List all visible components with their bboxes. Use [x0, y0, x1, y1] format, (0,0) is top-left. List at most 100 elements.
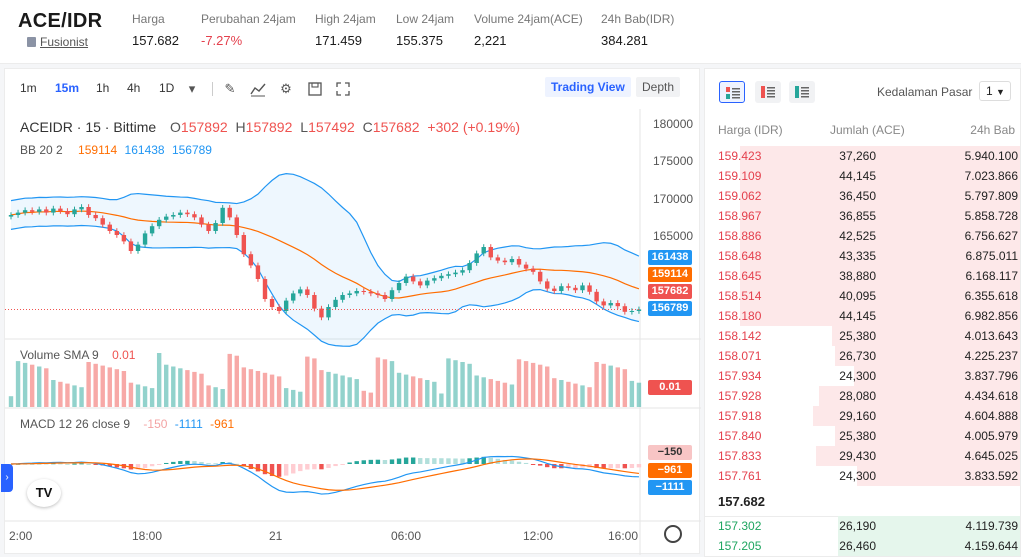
bb-basis-value: 159114: [78, 143, 118, 157]
candle-body: [248, 254, 254, 266]
depth-bar: [739, 286, 1020, 306]
timeframe-1m[interactable]: 1m: [20, 81, 37, 95]
macd-histogram-bar: [467, 458, 472, 464]
ask-row[interactable]: 157.833 29,430 4.645.025: [705, 446, 1020, 466]
candle-body: [354, 291, 359, 294]
ask-row[interactable]: 157.761 24,300 3.833.592: [705, 466, 1020, 486]
ask-row[interactable]: 158.645 38,880 6.168.117: [705, 266, 1020, 286]
fullscreen-icon[interactable]: [335, 81, 351, 97]
volume-bar: [121, 371, 127, 407]
row-price: 158.648: [718, 249, 762, 263]
ask-row[interactable]: 157.840 25,380 4.005.979: [705, 426, 1020, 446]
depth-bar: [857, 466, 1020, 486]
candle-body: [185, 212, 190, 215]
candle-body: [474, 253, 479, 263]
exchange-link[interactable]: Fusionist: [27, 35, 88, 49]
macd-hist-value: -150: [143, 417, 168, 431]
row-total: 6.982.856: [964, 309, 1018, 323]
ask-row[interactable]: 158.886 42,525 6.756.627: [705, 226, 1020, 246]
bb-basis-badge: 159114: [648, 267, 692, 282]
ask-row[interactable]: 158.967 36,855 5.858.728: [705, 206, 1020, 226]
stat-price: Harga 157.682: [132, 12, 179, 48]
row-amount: 40,095: [839, 289, 876, 303]
ask-row[interactable]: 158.514 40,095 6.355.618: [705, 286, 1020, 306]
tradingview-logo-icon[interactable]: TV: [27, 479, 61, 507]
ask-row[interactable]: 158.648 43,335 6.875.011: [705, 246, 1020, 266]
macd-histogram-bar: [545, 464, 550, 468]
stat-value: 171.459: [315, 33, 362, 48]
macd-line: [10, 455, 639, 495]
macd-histogram-bar: [375, 459, 381, 464]
pencil-icon[interactable]: ✎: [224, 81, 236, 96]
macd-histogram-bar: [432, 458, 437, 464]
bb-fill: [11, 173, 639, 347]
candlestick-chart[interactable]: [5, 109, 701, 555]
volume-bar: [432, 381, 437, 407]
volume-bar: [368, 392, 374, 407]
row-amount: 44,145: [839, 309, 876, 323]
macd-legend: MACD 12 26 close 9 -150 -1111 -961: [20, 417, 238, 431]
view-bids-button[interactable]: [789, 81, 815, 103]
timeframe-4h[interactable]: 4h: [127, 81, 141, 95]
row-total: 4.604.888: [964, 409, 1018, 423]
volume-bar: [114, 369, 120, 407]
timeframe-15m[interactable]: 15m: [55, 81, 80, 95]
row-price: 157.934: [718, 369, 762, 383]
candle-body: [149, 226, 155, 234]
macd-histogram-bar: [326, 464, 331, 468]
row-price: 159.062: [718, 189, 762, 203]
ask-row[interactable]: 158.180 44,145 6.982.856: [705, 306, 1020, 326]
ask-row[interactable]: 158.142 25,380 4.013.643: [705, 326, 1020, 346]
candle-body: [227, 207, 232, 218]
candle-body: [488, 247, 493, 258]
volume-bar: [227, 353, 232, 407]
volume-bar: [594, 362, 599, 407]
depth-bar: [834, 426, 1020, 446]
candle-body: [446, 274, 451, 276]
volume-bar: [164, 364, 169, 407]
volume-bar: [340, 375, 345, 407]
gear-icon[interactable]: ⚙: [280, 81, 292, 96]
view-asks-button[interactable]: [755, 81, 781, 103]
candle-body: [114, 231, 120, 235]
ask-row[interactable]: 157.928 28,080 4.434.618: [705, 386, 1020, 406]
volume-bar: [396, 372, 402, 407]
volume-bar: [135, 384, 141, 407]
row-amount: 26,730: [839, 349, 876, 363]
view-both-button[interactable]: [719, 81, 745, 103]
expand-panel-icon[interactable]: ›: [1, 464, 13, 492]
macd-histogram-bar: [382, 459, 388, 464]
stat-label: High 24jam: [315, 12, 376, 26]
trading-view-button[interactable]: Trading View: [545, 77, 631, 97]
ask-row[interactable]: 159.423 37,260 5.940.100: [705, 146, 1020, 166]
ask-row[interactable]: 157.934 24,300 3.837.796: [705, 366, 1020, 386]
ask-row[interactable]: 159.062 36,450 5.797.809: [705, 186, 1020, 206]
volume-bar: [100, 365, 105, 407]
save-icon[interactable]: [307, 81, 323, 97]
macd-histogram-bar: [594, 464, 599, 469]
row-total: 4.013.643: [964, 329, 1018, 343]
indicator-icon[interactable]: [250, 81, 266, 97]
stat-label: Harga: [132, 12, 165, 26]
depth-bar: [834, 346, 1020, 366]
ask-row[interactable]: 158.071 26,730 4.225.237: [705, 346, 1020, 366]
timeframe-1d[interactable]: 1D: [159, 81, 175, 95]
volume-bar: [142, 386, 148, 407]
volume-bar: [312, 358, 317, 407]
timeframe-1h[interactable]: 1h: [96, 81, 110, 95]
ask-row[interactable]: 157.918 29,160 4.604.888: [705, 406, 1020, 426]
bid-row[interactable]: 157.205 26,460 4.159.644: [705, 536, 1020, 556]
macd-histogram-bar: [354, 461, 359, 464]
macd-histogram-bar: [418, 458, 423, 464]
stat-24h: 24h Bab(IDR) 384.281: [601, 12, 674, 48]
bid-row[interactable]: 157.302 26,190 4.119.739: [705, 516, 1020, 536]
ask-row[interactable]: 159.109 44,145 7.023.866: [705, 166, 1020, 186]
candle-body: [128, 241, 134, 251]
depth-select[interactable]: 1 ▼: [979, 81, 1011, 101]
chart-settings-icon[interactable]: [664, 525, 682, 543]
both-sides-icon: [726, 87, 740, 99]
chevron-down-icon[interactable]: ▾: [188, 81, 196, 96]
depth-button[interactable]: Depth: [636, 77, 681, 97]
row-amount: 24,300: [839, 469, 876, 483]
volume-bar: [389, 361, 395, 407]
